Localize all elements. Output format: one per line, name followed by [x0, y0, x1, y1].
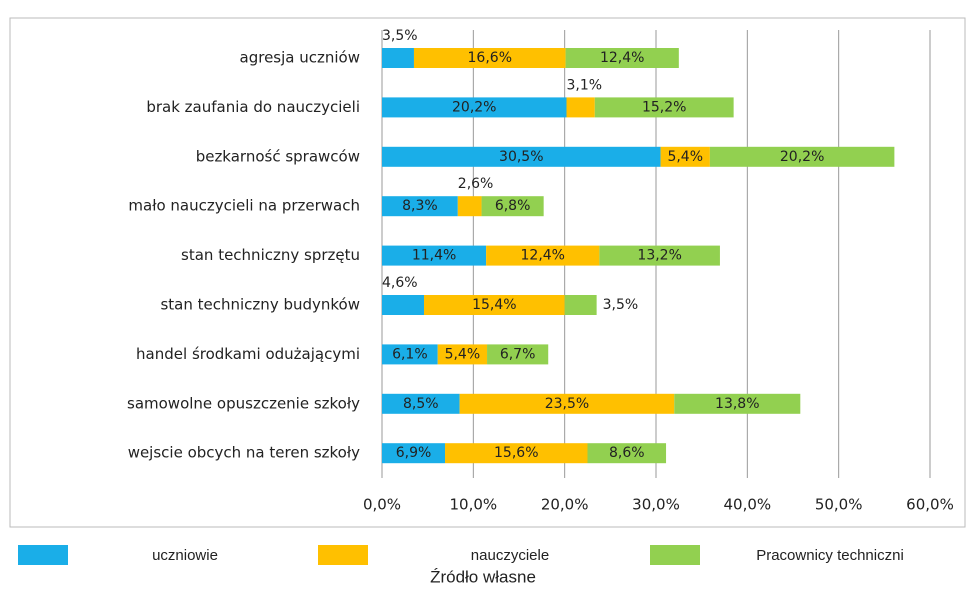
- x-tick-label: 60,0%: [906, 496, 954, 514]
- legend-label: Pracownicy techniczni: [756, 547, 904, 564]
- bar-segment: [564, 295, 597, 315]
- data-label: 20,2%: [780, 149, 824, 165]
- bar-segment: [487, 344, 549, 365]
- data-label: 3,5%: [603, 297, 639, 313]
- bar-segment: [445, 443, 588, 464]
- legend-swatch: [650, 545, 700, 565]
- data-label: 13,2%: [637, 248, 681, 264]
- x-tick-label: 50,0%: [815, 496, 863, 514]
- bar-segment: [486, 245, 600, 266]
- source: Źródło własne: [430, 567, 536, 586]
- bar-segment: [481, 196, 544, 217]
- legend-label: nauczyciele: [471, 547, 549, 564]
- bar-segment: [382, 48, 414, 68]
- x-tick-label: 30,0%: [632, 496, 680, 514]
- data-label: 3,1%: [566, 77, 602, 93]
- bar-segment: [674, 393, 801, 414]
- data-label: 15,6%: [494, 445, 538, 461]
- data-label: 8,6%: [609, 445, 645, 461]
- data-label: 30,5%: [499, 149, 543, 165]
- bar-segment: [566, 97, 595, 118]
- y-tick-label: brak zaufania do nauczycieli: [146, 98, 360, 116]
- y-tick-label: bezkarność sprawców: [196, 147, 360, 165]
- data-label: 2,6%: [458, 176, 494, 192]
- y-tick-label: mało nauczycieli na przerwach: [128, 197, 360, 215]
- data-label: 15,4%: [472, 297, 516, 313]
- data-label: 20,2%: [452, 99, 496, 115]
- y-tick-label: stan techniczny sprzętu: [181, 246, 360, 264]
- x-tick-label: 20,0%: [541, 496, 589, 514]
- data-label: 8,3%: [402, 198, 438, 214]
- data-label: 12,4%: [521, 248, 565, 264]
- bar-segment: [594, 97, 734, 118]
- y-tick-label: samowolne opuszczenie szkoły: [127, 394, 360, 412]
- bar-segment: [382, 245, 487, 266]
- bar-segment: [382, 295, 425, 315]
- bar-segment: [587, 443, 667, 464]
- data-label: 6,1%: [392, 346, 428, 362]
- bar-segment: [382, 443, 446, 464]
- bar-segment: [565, 48, 679, 68]
- x-tick-label: 10,0%: [450, 496, 498, 514]
- bar-segment: [382, 196, 458, 217]
- data-label: 6,7%: [500, 346, 536, 362]
- bar-segment: [709, 146, 895, 167]
- y-tick-label: agresja uczniów: [240, 49, 360, 67]
- legend-label: uczniowie: [152, 547, 218, 564]
- data-label: 23,5%: [545, 396, 589, 412]
- bar-segment: [459, 393, 675, 414]
- y-tick-label: handel środkami odużającymi: [136, 345, 360, 363]
- bar-segment: [382, 393, 460, 414]
- data-label: 6,8%: [495, 198, 531, 214]
- x-tick-label: 0,0%: [363, 496, 401, 514]
- data-label: 16,6%: [468, 50, 512, 66]
- legend-swatch: [318, 545, 368, 565]
- bar-segment: [382, 97, 567, 118]
- data-label: 5,4%: [667, 149, 703, 165]
- bar-segment: [413, 48, 566, 68]
- bar-segment: [382, 344, 438, 365]
- data-label: 6,9%: [396, 445, 432, 461]
- bar-segment: [599, 245, 720, 266]
- data-label: 12,4%: [600, 50, 644, 66]
- chart-frame: [9, 17, 966, 528]
- x-tick-label: 40,0%: [724, 496, 772, 514]
- legend-swatch: [18, 545, 68, 565]
- data-label: 8,5%: [403, 396, 439, 412]
- bar-segment: [437, 344, 488, 365]
- bar-segment: [424, 295, 565, 315]
- data-label: 15,2%: [642, 99, 686, 115]
- bar-segment: [660, 146, 710, 167]
- data-label: 11,4%: [412, 248, 456, 264]
- bar-segment: [382, 146, 661, 167]
- data-label: 3,5%: [382, 28, 418, 44]
- bar-segment: [457, 196, 482, 217]
- data-label: 13,8%: [715, 396, 759, 412]
- data-label: 4,6%: [382, 275, 418, 291]
- y-tick-label: stan techniczny budynków: [160, 296, 360, 314]
- data-label: 5,4%: [445, 346, 481, 362]
- y-tick-label: wejscie obcych na teren szkoły: [128, 444, 360, 462]
